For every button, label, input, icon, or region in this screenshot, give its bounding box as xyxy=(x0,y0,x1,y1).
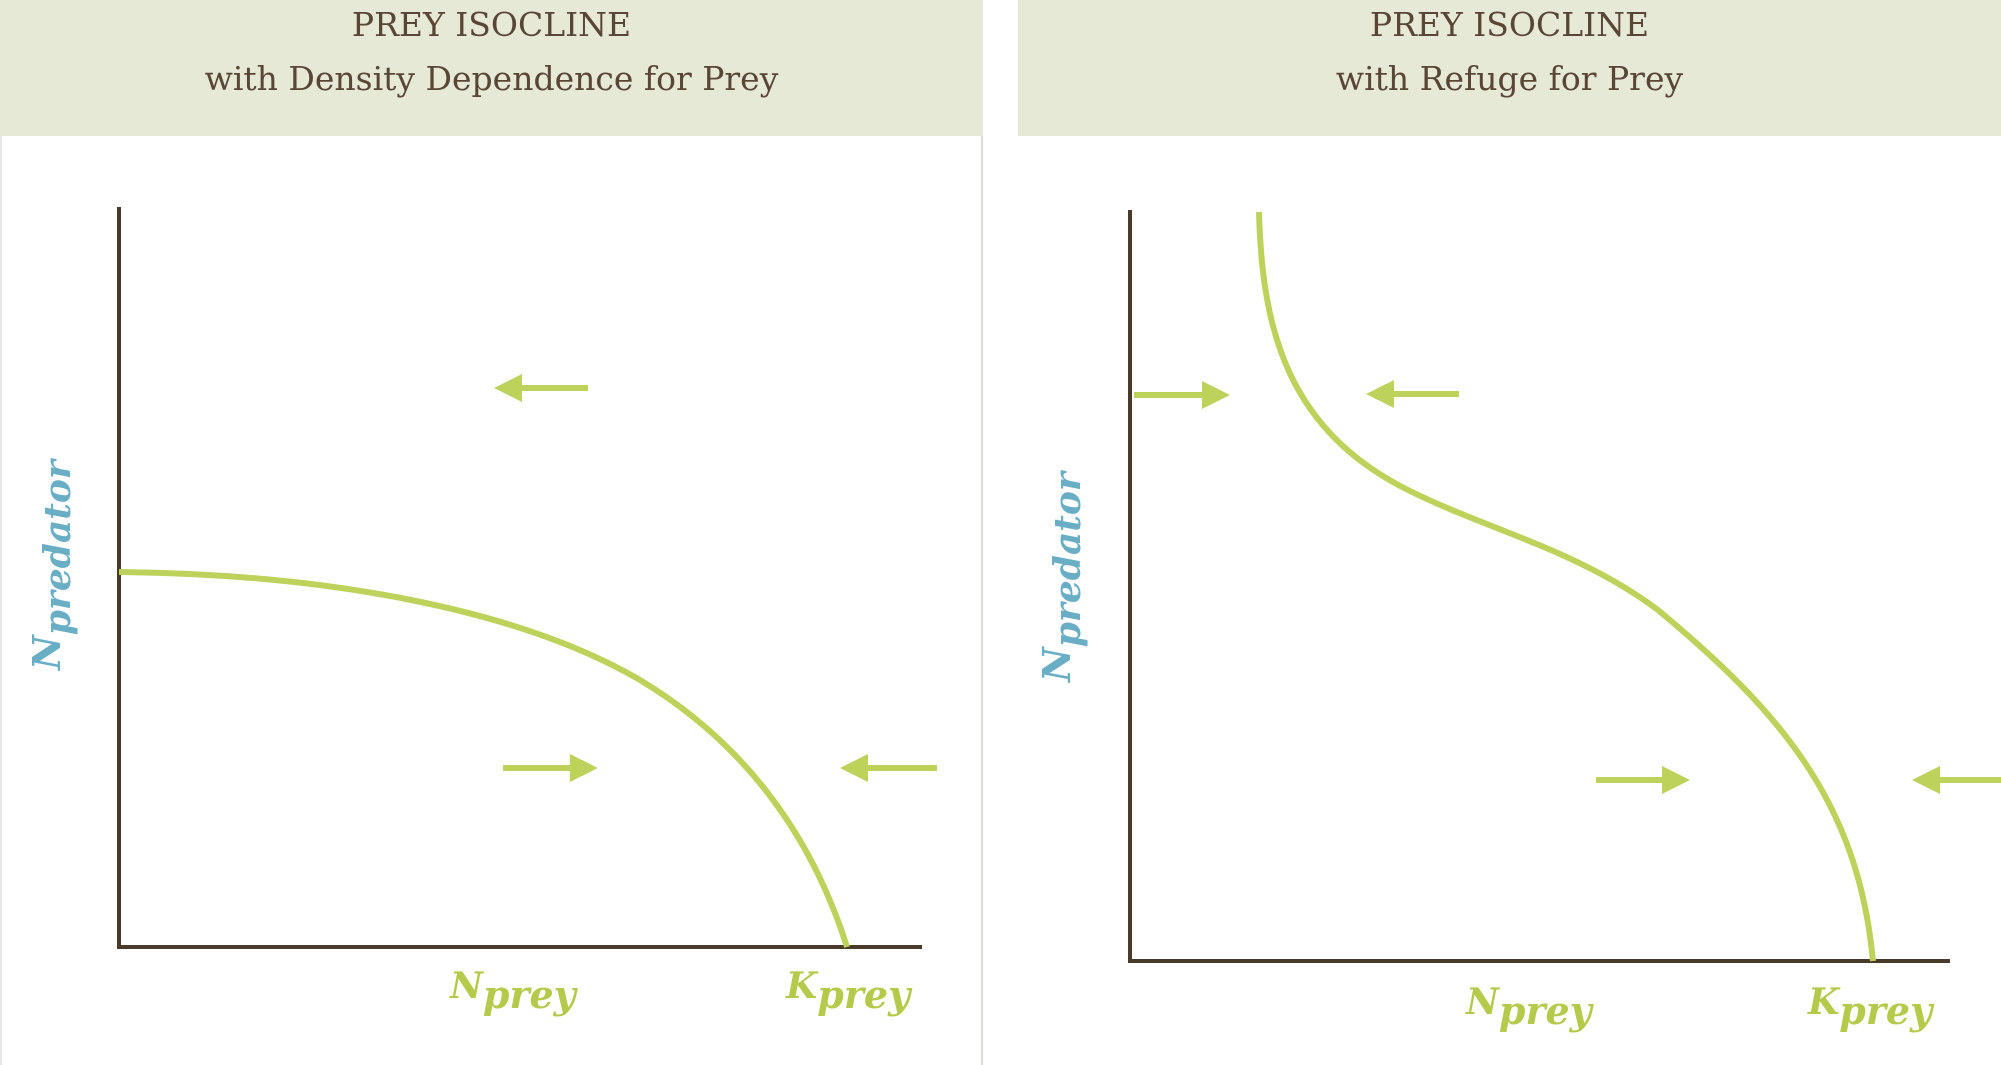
arrow-right-lower xyxy=(503,754,598,782)
panel-density-dependence: PREY ISOCLINE with Density Dependence fo… xyxy=(0,0,983,1065)
panel-header: PREY ISOCLINE with Refuge for Prey xyxy=(1018,0,2001,136)
plot-area xyxy=(0,136,983,1065)
x-axis-label: Nprey xyxy=(1465,981,1595,1033)
panel-subtitle: with Density Dependence for Prey xyxy=(204,59,779,98)
arrow-left-upper xyxy=(1366,380,1459,408)
panel-header: PREY ISOCLINE with Density Dependence fo… xyxy=(0,0,983,136)
k-prey-label: Kprey xyxy=(1807,981,1935,1033)
panel-title: PREY ISOCLINE xyxy=(1369,5,1650,44)
panel-refuge: PREY ISOCLINE with Refuge for Prey Npred… xyxy=(1018,0,2001,1065)
y-axis-label: Npredator xyxy=(24,457,79,671)
isocline-diagram: Npredator Nprey Kprey xyxy=(1034,210,2001,1033)
arrow-right-refuge xyxy=(1134,381,1230,409)
x-axis-label: Nprey xyxy=(449,965,579,1017)
prey-isocline-curve xyxy=(1256,211,1876,962)
arrow-left-right-edge xyxy=(840,754,937,782)
k-prey-label: Kprey xyxy=(785,965,913,1017)
panel-subtitle: with Refuge for Prey xyxy=(1335,59,1684,98)
isocline-diagram: Npredator Nprey Kprey xyxy=(24,207,937,1017)
prey-isocline-curve xyxy=(118,569,850,948)
arrow-left-upper xyxy=(494,374,588,402)
arrow-right-lower xyxy=(1596,766,1690,794)
panel-title: PREY ISOCLINE xyxy=(351,5,632,44)
arrow-left-right-edge xyxy=(1912,766,2001,794)
y-axis-label: Npredator xyxy=(1034,469,1089,683)
